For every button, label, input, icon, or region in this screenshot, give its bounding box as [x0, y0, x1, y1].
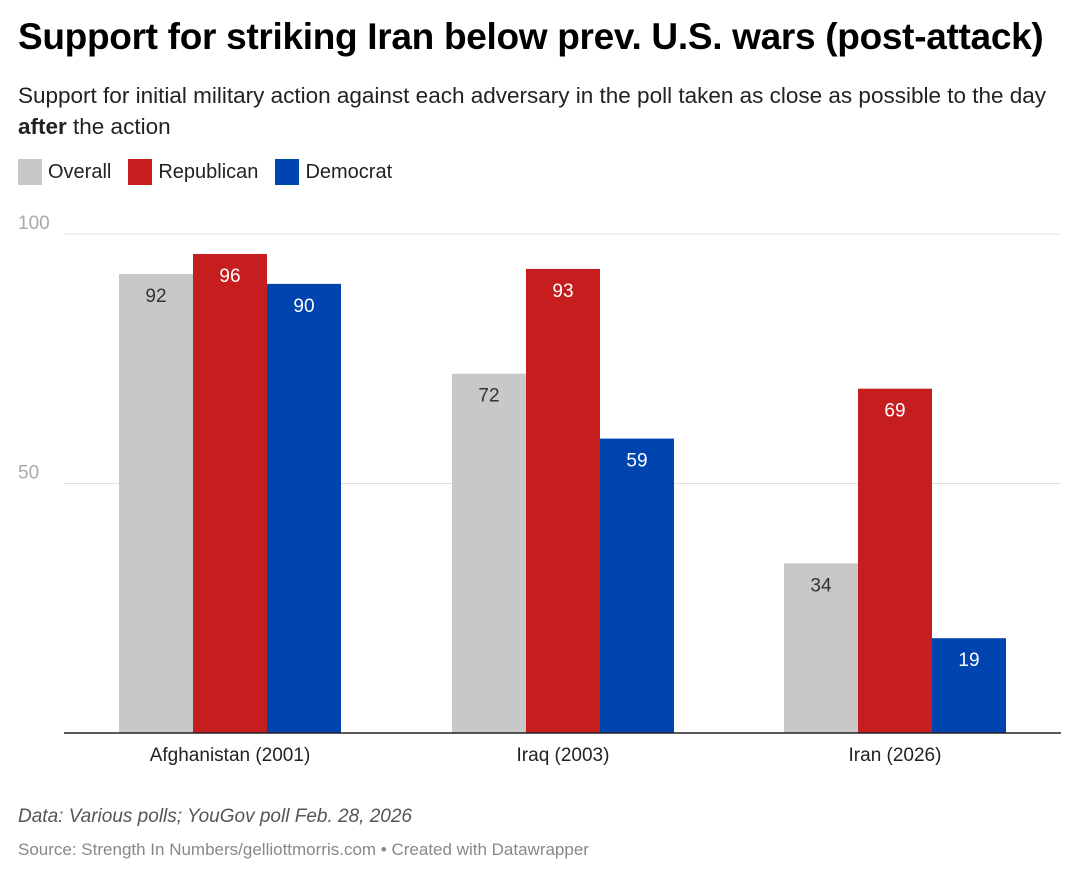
bar-value-label-democrat-1: 59: [626, 451, 647, 472]
bar-republican-0: [193, 253, 267, 733]
subtitle-emphasis: after: [18, 114, 67, 139]
bar-chart: 50 100 92 96 90 Afghanistan (2001) 72 93 59 Iraq …: [18, 213, 1061, 766]
bar-democrat-0: [267, 283, 341, 733]
bar-overall-0: [119, 273, 193, 733]
bar-democrat-1: [600, 438, 674, 733]
bar-republican-1: [526, 268, 600, 733]
bar-value-label-overall-2: 34: [810, 575, 832, 596]
bar-democrat-2: [932, 638, 1006, 733]
legend-item-overall: Overall: [18, 159, 111, 185]
legend-swatch-republican: [128, 159, 153, 185]
legend: Overall Republican Democrat: [18, 159, 409, 185]
legend-label-democrat: Democrat: [305, 160, 393, 183]
subtitle-text-end: the action: [66, 114, 171, 139]
legend-swatch-democrat: [275, 159, 300, 185]
bar-value-label-republican-1: 93: [552, 281, 573, 302]
x-tick-label-0: Afghanistan (2001): [150, 745, 311, 766]
bar-overall-1: [452, 373, 526, 733]
y-tick-label-50: 50: [18, 463, 39, 484]
bar-republican-2: [858, 388, 932, 733]
source-credit: Source: Strength In Numbers/gelliottmorr…: [18, 840, 589, 859]
legend-label-republican: Republican: [158, 160, 259, 183]
legend-item-democrat: Democrat: [275, 159, 392, 185]
legend-label-overall: Overall: [48, 160, 112, 183]
x-tick-label-1: Iraq (2003): [517, 745, 610, 766]
bar-value-label-democrat-2: 19: [958, 650, 979, 671]
bar-overall-2: [784, 563, 858, 733]
bar-value-label-overall-0: 92: [145, 286, 166, 307]
subtitle-text-start: Support for initial military action agai…: [18, 83, 1047, 108]
legend-item-republican: Republican: [128, 159, 258, 185]
chart-title: Support for striking Iran below prev. U.…: [18, 16, 1044, 57]
chart-subtitle: Support for initial military action agai…: [18, 80, 1068, 142]
bar-value-label-republican-2: 69: [884, 401, 905, 422]
y-tick-label-100: 100: [18, 213, 50, 234]
bar-value-label-overall-1: 72: [478, 386, 499, 407]
bar-value-label-republican-0: 96: [219, 266, 240, 287]
legend-swatch-overall: [18, 159, 42, 185]
data-note: Data: Various polls; YouGov poll Feb. 28…: [18, 806, 412, 827]
bar-value-label-democrat-0: 90: [293, 296, 314, 317]
x-tick-label-2: Iran (2026): [849, 745, 942, 766]
